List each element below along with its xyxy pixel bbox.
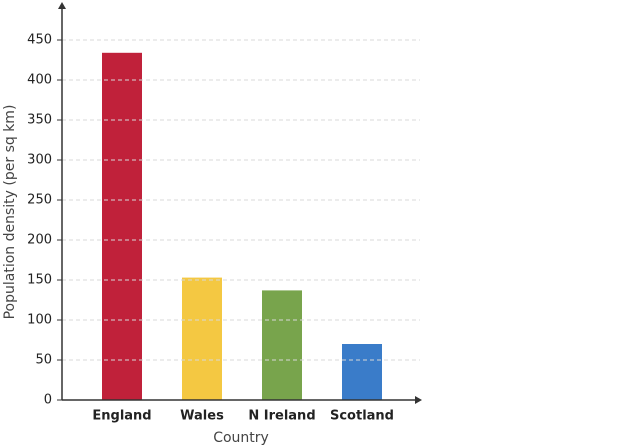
y-tick-label: 300 <box>27 153 52 168</box>
x-tick-label: Scotland <box>330 409 394 424</box>
x-axis-arrow <box>415 396 422 404</box>
bar <box>262 290 302 400</box>
bar <box>182 277 222 400</box>
y-tick-label: 50 <box>35 353 52 368</box>
x-tick-label: England <box>92 409 151 424</box>
x-tick-label: N Ireland <box>248 409 315 424</box>
y-tick-label: 250 <box>27 193 52 208</box>
y-axis-arrow <box>58 2 66 9</box>
x-axis-label: Country <box>213 430 269 446</box>
y-tick-label: 350 <box>27 113 52 128</box>
y-tick-label: 0 <box>44 393 52 408</box>
bar <box>342 344 382 400</box>
bar <box>102 52 142 401</box>
y-tick-label: 400 <box>27 73 52 88</box>
y-tick-label: 450 <box>27 33 52 48</box>
y-axis-label: Population density (per sq km) <box>2 105 18 320</box>
y-tick-label: 200 <box>27 233 52 248</box>
x-tick-label: Wales <box>180 409 224 424</box>
y-tick-label: 150 <box>27 273 52 288</box>
y-tick-label: 100 <box>27 313 52 328</box>
